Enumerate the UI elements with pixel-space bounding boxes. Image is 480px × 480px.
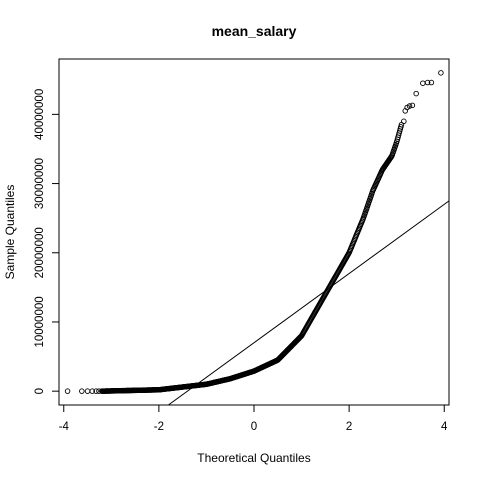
x-axis-label: Theoretical Quantiles bbox=[197, 451, 310, 465]
x-tick-label: 2 bbox=[346, 421, 352, 433]
y-axis-label: Sample Quantiles bbox=[3, 185, 17, 280]
x-tick-label: 4 bbox=[441, 421, 448, 433]
y-tick-label: 10000000 bbox=[34, 296, 46, 347]
y-tick-label: 30000000 bbox=[34, 158, 46, 209]
chart-title: mean_salary bbox=[212, 23, 297, 39]
x-tick-label: -4 bbox=[59, 421, 70, 433]
y-tick-label: 40000000 bbox=[34, 89, 46, 140]
y-tick-label: 20000000 bbox=[34, 227, 46, 278]
y-tick-label: 0 bbox=[34, 388, 46, 394]
x-tick-label: -2 bbox=[154, 421, 164, 433]
x-tick-label: 0 bbox=[251, 421, 257, 433]
